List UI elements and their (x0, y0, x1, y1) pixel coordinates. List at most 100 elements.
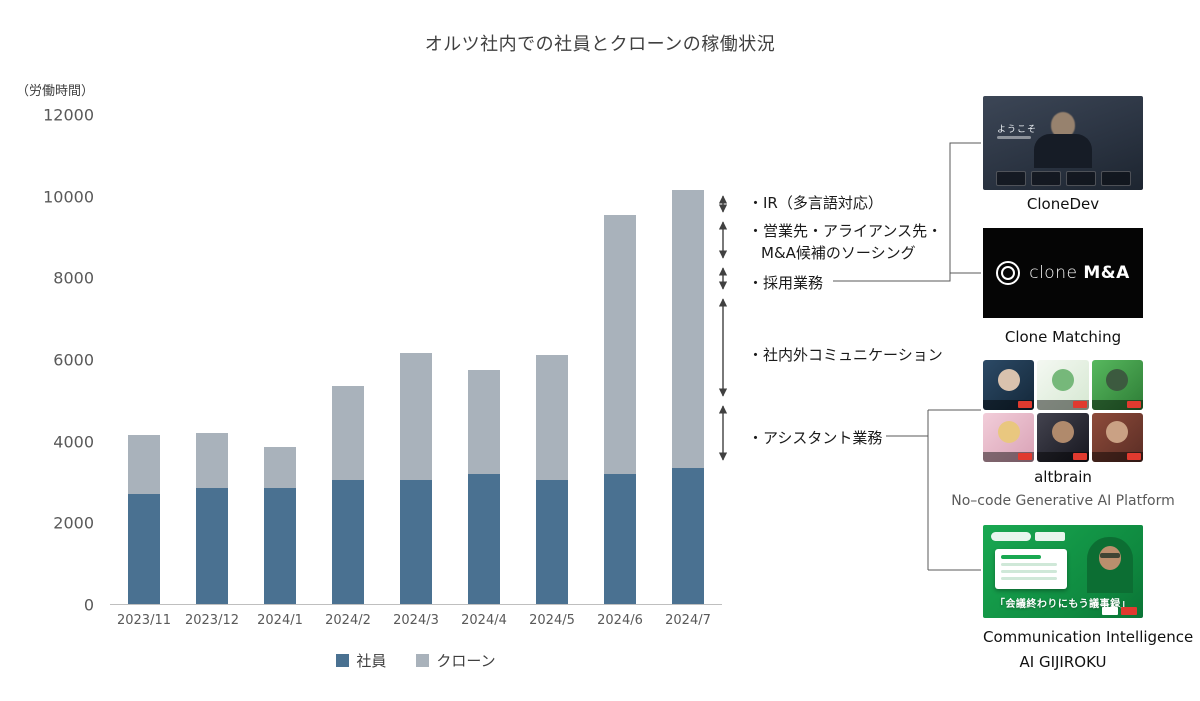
chart-title: オルツ社内での社員とクローンの稼働状況 (424, 34, 776, 55)
bar-segment-クローン (604, 214, 636, 474)
bar-slot (450, 115, 518, 604)
y-axis-tick-label: 6000 (53, 350, 94, 370)
bar-segment-クローン (332, 386, 364, 480)
person-body (1034, 134, 1092, 168)
altbrain-tile (1091, 360, 1143, 410)
clonedev-caption: CloneDev (1026, 195, 1100, 213)
gijiroku-caption-line2: AI GIJIROKU (1019, 653, 1107, 671)
free-badge (1018, 453, 1033, 460)
altbrain-tile (1037, 412, 1089, 462)
altbrain-tile (983, 412, 1035, 462)
y-axis-ticks: 0 2000 4000 6000 8000 10000 12000 (0, 106, 100, 615)
gijiroku-caption-line1: Communication Intelligence (983, 628, 1194, 646)
avatar (1106, 421, 1129, 444)
bar-slot (586, 115, 654, 604)
bar-2024/4 (468, 115, 500, 604)
x-axis-label: 2024/6 (597, 613, 643, 628)
bar-segment-社員 (536, 479, 568, 604)
x-axis-label: 2023/12 (184, 613, 239, 628)
plot-area (110, 115, 722, 605)
annotation-sales-line1: ・営業先・アライアンス先・ (748, 222, 943, 240)
legend-label: 社員 (356, 652, 387, 670)
tile-caption-bar (1037, 452, 1089, 462)
bar-segment-クローン (468, 369, 500, 474)
clone-ma-logo-text: clone M&A (1029, 263, 1130, 283)
altbrain-caption: altbrain (1034, 468, 1092, 486)
y-axis-tick-label: 2000 (53, 513, 94, 533)
clone-matching-caption: Clone Matching (1004, 328, 1122, 346)
legend-swatch (416, 654, 430, 667)
banner-pill (991, 532, 1031, 541)
x-axis-labels: 2023/11 2023/12 2024/1 2024/2 2024/3 2024/4 20… (110, 613, 722, 628)
tile-caption-bar (1091, 399, 1143, 410)
free-badge (1072, 453, 1087, 460)
laptop-mockup (995, 549, 1067, 589)
x-axis-label: 2024/5 (529, 613, 575, 628)
free-badge (1072, 400, 1087, 408)
clonedev-thumbnail: ようこそ (983, 96, 1143, 190)
bar-2024/6 (604, 115, 636, 604)
clonedev-thumb-strip (983, 171, 1143, 186)
bar-2023/11 (128, 115, 160, 604)
tile-caption-bar (983, 399, 1035, 410)
x-axis-label: 2024/1 (257, 613, 303, 628)
y-axis-tick-label: 4000 (53, 432, 94, 452)
bar-slot (314, 115, 382, 604)
y-axis-tick-label: 8000 (53, 268, 94, 288)
tile-caption-bar (983, 452, 1035, 462)
altbrain-tile (1091, 412, 1143, 462)
bar-segment-クローン (128, 434, 160, 494)
bar-segment-社員 (400, 479, 432, 604)
free-badge (1018, 400, 1033, 408)
bar-slot (110, 115, 178, 604)
banner-quote: 「会議終わりにもう議事録」 (994, 599, 1132, 610)
annotation-assistant: ・アシスタント業務 (748, 429, 883, 447)
avatar (1106, 368, 1129, 391)
x-axis-label: 2024/7 (665, 613, 711, 628)
bar-slot (518, 115, 586, 604)
annotation-communication: ・社内外コミュニケーション (748, 346, 943, 364)
avatar (1051, 421, 1074, 444)
x-axis-label: 2024/2 (325, 613, 371, 628)
bar-segment-社員 (468, 473, 500, 604)
banner-pill (1035, 532, 1065, 541)
annotation-sales-line2: M&A候補のソーシング (761, 244, 916, 262)
x-axis-label: 2023/11 (116, 613, 171, 628)
ai-gijiroku-banner: 「会議終わりにもう議事録」 (983, 525, 1143, 618)
bar-slot (246, 115, 314, 604)
person-avatar (1051, 112, 1075, 138)
altbrain-avatar-grid (983, 360, 1143, 462)
bar-2023/12 (196, 115, 228, 604)
bar-segment-社員 (128, 493, 160, 604)
x-axis-label: 2024/4 (461, 613, 507, 628)
bar-slot (178, 115, 246, 604)
tile-caption-bar (1037, 399, 1089, 410)
y-axis-tick-label: 12000 (43, 105, 94, 125)
bar-segment-クローン (196, 432, 228, 488)
avatar (997, 421, 1020, 444)
bar-2024/5 (536, 115, 568, 604)
free-badge (1126, 453, 1141, 460)
clone-ma-logo-text-left: clone (1029, 263, 1078, 283)
annotation-recruit: ・採用業務 (748, 274, 824, 292)
bar-2024/7 (672, 115, 704, 604)
y-axis-tick-label: 10000 (43, 187, 94, 207)
clone-ma-logo-card: clone M&A (983, 228, 1143, 318)
bar-segment-社員 (672, 467, 704, 604)
bar-2024/2 (332, 115, 364, 604)
clone-ma-logo-text-right: M&A (1083, 263, 1130, 283)
bar-slot (382, 115, 450, 604)
bar-2024/1 (264, 115, 296, 604)
free-badge (1126, 400, 1141, 408)
y-axis-tick-label: 0 (83, 595, 94, 615)
altbrain-subcaption: No–code Generative AI Platform (951, 493, 1175, 509)
bar-segment-社員 (604, 473, 636, 604)
bar-segment-社員 (196, 487, 228, 604)
chart-legend: 社員 クローン (110, 650, 722, 671)
annotation-ir: ・IR（多言語対応） (748, 194, 883, 212)
avatar (1051, 368, 1074, 391)
bar-segment-クローン (264, 447, 296, 488)
x-axis-label: 2024/3 (393, 613, 439, 628)
bar-segment-クローン (672, 190, 704, 468)
bar-segment-社員 (332, 479, 364, 604)
